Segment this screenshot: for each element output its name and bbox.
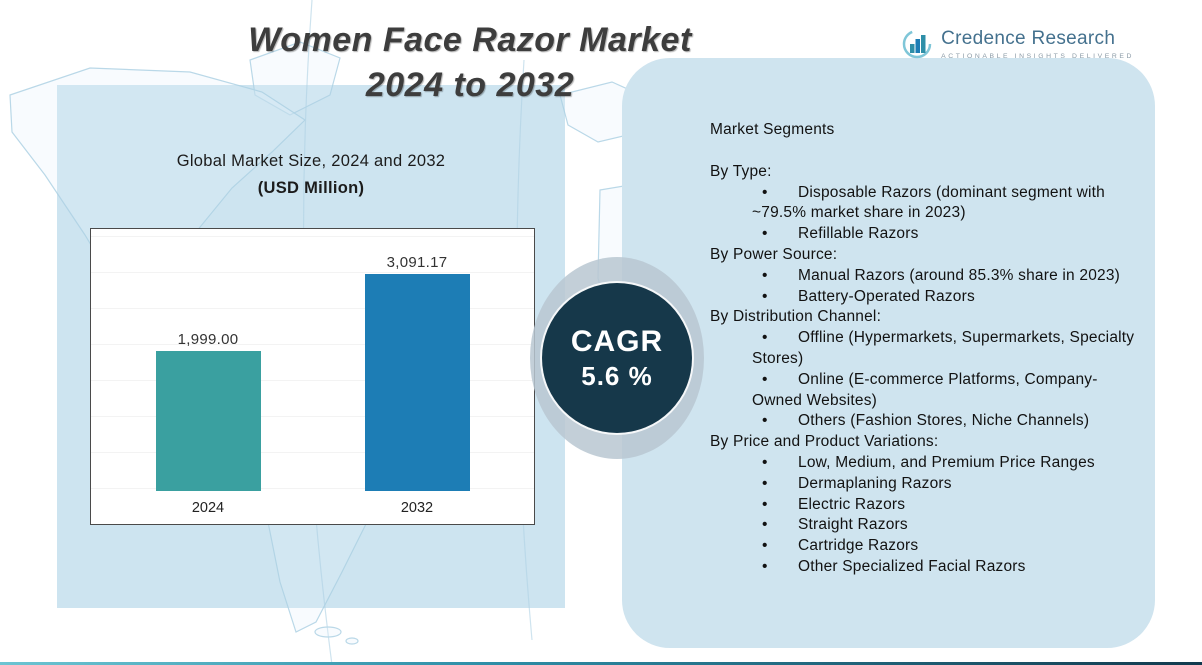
cagr-badge: CAGR 5.6 % [530,257,704,459]
credence-research-logo: Credence Research Actionable Insights De… [901,28,1134,65]
bar-category-label: 2032 [400,499,434,516]
segment-item: Others (Fashion Stores, Niche Channels) [710,411,1142,432]
segment-list: Low, Medium, and Premium Price RangesDer… [710,453,1142,578]
bar-group: 3,091.17 2032 [364,229,470,524]
segment-item: Other Specialized Facial Razors [710,557,1142,578]
segment-item: Dermaplaning Razors [710,474,1142,495]
segment-heading: By Distribution Channel: [710,308,882,326]
cagr-value: 5.6 % [581,360,653,391]
segment-item: Cartridge Razors [710,536,1142,557]
bar-chart-logo-icon [901,28,933,65]
segment-item: Disposable Razors (dominant segment with… [710,183,1142,225]
segment-heading: By Power Source: [710,245,838,263]
bar-value-label: 1,999.00 [177,331,239,348]
segment-list: Disposable Razors (dominant segment with… [710,183,1142,245]
segments-title: Market Segments [710,121,835,138]
segment-item: Low, Medium, and Premium Price Ranges [710,453,1142,474]
segment-item: Offline (Hypermarkets, Supermarkets, Spe… [710,328,1142,370]
chart-subtitle-text: Global Market Size, 2024 and 2032 [176,152,446,170]
segment-heading: By Type: [710,162,772,180]
chart-subtitle: Global Market Size, 2024 and 2032 (USD M… [57,148,565,202]
segment-heading: By Price and Product Variations: [710,433,939,451]
bar [364,274,470,491]
segment-item: Refillable Razors [710,224,1142,245]
bar-value-label: 3,091.17 [386,254,448,271]
bar-category-label: 2024 [191,499,225,516]
logo-name: Credence Research [941,28,1116,49]
page-title-line1: Women Face Razor Market [248,21,692,59]
segment-item: Online (E-commerce Platforms, Company-Ow… [710,370,1142,412]
page-title: Women Face Razor Market 2024 to 2032 [170,18,770,108]
segments-content: Market Segments By Type: Disposable Razor… [710,120,1142,578]
logo-tagline: Actionable Insights Delivered [941,53,1134,60]
cagr-circle: CAGR 5.6 % [542,283,692,433]
segments-groups: By Type: Disposable Razors (dominant segm… [710,162,1142,578]
footer-accent-line [0,662,1202,665]
bar [155,351,261,491]
segment-item: Electric Razors [710,495,1142,516]
segment-item: Straight Razors [710,515,1142,536]
segment-list: Manual Razors (around 85.3% share in 202… [710,266,1142,308]
logo-text: Credence Research Actionable Insights De… [941,28,1134,60]
page-title-line2: 2024 to 2032 [365,65,575,104]
chart-unit-label: (USD Million) [257,179,365,198]
segment-item: Battery-Operated Razors [710,287,1142,308]
segment-list: Offline (Hypermarkets, Supermarkets, Spe… [710,328,1142,432]
segment-item: Manual Razors (around 85.3% share in 202… [710,266,1142,287]
bar-chart-plot: 1,999.00 2024 3,091.17 2032 [90,228,535,525]
bar-group: 1,999.00 2024 [155,229,261,524]
cagr-label: CAGR [570,324,664,358]
